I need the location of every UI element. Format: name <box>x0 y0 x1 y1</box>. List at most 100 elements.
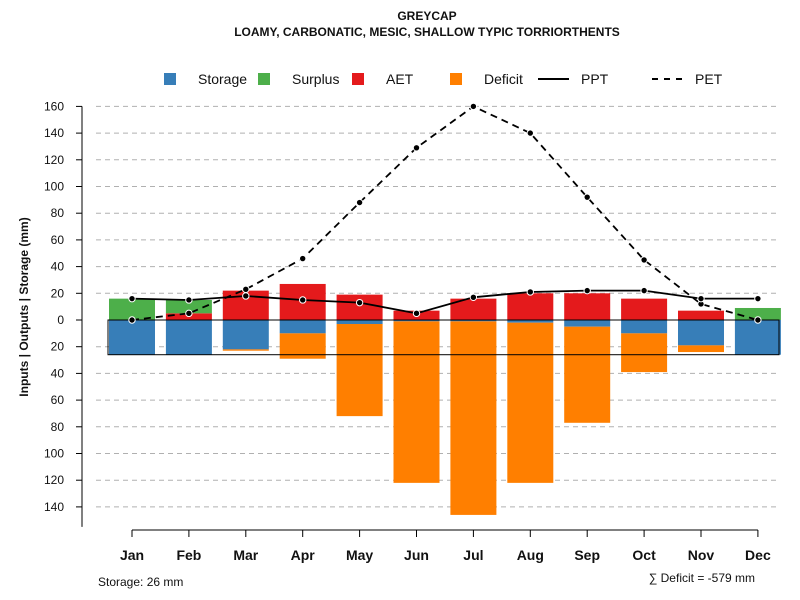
y-tick-label: 40 <box>51 260 65 274</box>
bars <box>107 283 781 515</box>
y-tick-label: 40 <box>51 366 65 380</box>
deficit-bar <box>621 333 668 373</box>
storage-bar <box>393 320 440 322</box>
deficit-bar <box>564 326 611 423</box>
legend-label: Deficit <box>484 71 523 87</box>
chart-title: GREYCAP <box>397 9 456 23</box>
pet-point <box>754 316 762 324</box>
legend-label: Storage <box>198 71 247 87</box>
ppt-point <box>128 294 136 303</box>
pet-point <box>299 254 307 263</box>
pet-point <box>469 102 478 111</box>
legend-label: Surplus <box>292 71 339 87</box>
y-tick-label: 60 <box>51 233 65 247</box>
pet-point <box>355 198 364 207</box>
surplus-bar <box>734 307 781 320</box>
aet-bar <box>507 293 554 320</box>
ppt-point <box>242 292 250 300</box>
ppt-line <box>131 289 758 315</box>
y-tick-label: 120 <box>44 473 64 487</box>
ppt-point <box>355 298 364 307</box>
deficit-bar <box>507 322 554 483</box>
pet-point <box>412 144 421 152</box>
storage-bar <box>165 320 212 355</box>
x-tick-label: Sep <box>574 547 600 563</box>
y-axis-label: Inputs | Outputs | Storage (mm) <box>17 217 31 396</box>
y-tick-label: 120 <box>44 153 64 167</box>
legend-label: AET <box>386 71 414 87</box>
pet-line <box>131 105 759 321</box>
deficit-bar <box>450 321 497 515</box>
aet-bar <box>678 310 724 320</box>
x-tick-label: Dec <box>745 547 771 563</box>
y-tick-label: 140 <box>44 500 64 514</box>
aet-bar <box>621 298 668 320</box>
x-tick-label: Nov <box>688 547 715 563</box>
storage-bar <box>564 320 611 327</box>
aet-bar <box>450 298 497 320</box>
ppt-point <box>299 296 307 304</box>
legend-label: PET <box>695 71 723 87</box>
storage-capacity-box <box>107 319 780 356</box>
ppt-point <box>583 286 591 295</box>
legend-label: PPT <box>581 71 609 87</box>
legend: Storage Surplus AET Deficit PPT PET <box>164 71 723 87</box>
deficit-bar <box>336 324 383 417</box>
y-tick-label: 80 <box>51 206 65 220</box>
storage-footer: Storage: 26 mm <box>98 575 183 589</box>
surplus-bar <box>165 299 212 314</box>
legend-swatch <box>352 73 364 85</box>
series-lines <box>128 102 762 324</box>
pet-point <box>526 129 534 137</box>
x-tick-label: Feb <box>176 547 201 563</box>
x-tick-label: Jul <box>463 547 483 563</box>
storage-bar <box>109 320 155 355</box>
x-tick-label: Mar <box>233 547 258 563</box>
storage-bar <box>734 320 781 355</box>
x-tick-label: Oct <box>632 547 656 563</box>
pet-point <box>583 193 591 201</box>
ppt-point <box>469 293 478 302</box>
storage-bar <box>678 320 724 346</box>
deficit-bar <box>222 349 269 351</box>
ppt-point <box>526 288 534 296</box>
pet-point <box>242 285 250 293</box>
x-tick-label: Jun <box>404 547 429 563</box>
ppt-point <box>185 296 193 304</box>
aet-bar <box>336 294 383 320</box>
ppt-point <box>754 294 762 303</box>
y-tick-label: 80 <box>51 420 65 434</box>
ppt-point <box>412 309 421 318</box>
y-tick-label: 0 <box>57 313 64 327</box>
storage-bar <box>450 320 497 322</box>
storage-bar <box>507 320 554 323</box>
legend-swatch <box>450 73 462 85</box>
deficit-bar <box>393 321 440 483</box>
storage-bar <box>222 320 269 350</box>
chart-subtitle: LOAMY, CARBONATIC, MESIC, SHALLOW TYPIC … <box>234 25 620 39</box>
y-tick-label: 60 <box>51 393 65 407</box>
x-tick-label: Aug <box>517 547 544 563</box>
x-tick-label: Apr <box>291 547 316 563</box>
storage-bar <box>621 320 668 334</box>
x-tick-label: May <box>346 547 373 563</box>
deficit-bar <box>678 345 724 353</box>
storage-bar <box>336 320 383 325</box>
legend-swatch <box>164 73 176 85</box>
y-tick-label: 100 <box>44 447 64 461</box>
y-tick-label: 20 <box>51 286 65 300</box>
storage-bar <box>279 320 326 334</box>
surplus-bar <box>109 298 155 320</box>
legend-swatch <box>258 73 270 85</box>
pet-point <box>640 256 648 264</box>
ppt-point <box>640 286 648 295</box>
y-tick-label: 20 <box>51 340 65 354</box>
y-tick-label: 100 <box>44 180 64 194</box>
ppt-point <box>697 294 705 303</box>
y-tick-label: 140 <box>44 126 64 140</box>
axes: 160 140 120 100 80 60 40 20 0 20 40 60 80 100 120 140 Ja… <box>44 99 771 563</box>
pet-point <box>128 316 136 324</box>
aet-bar <box>564 293 611 320</box>
deficit-footer: ∑ Deficit = -579 mm <box>649 571 755 585</box>
